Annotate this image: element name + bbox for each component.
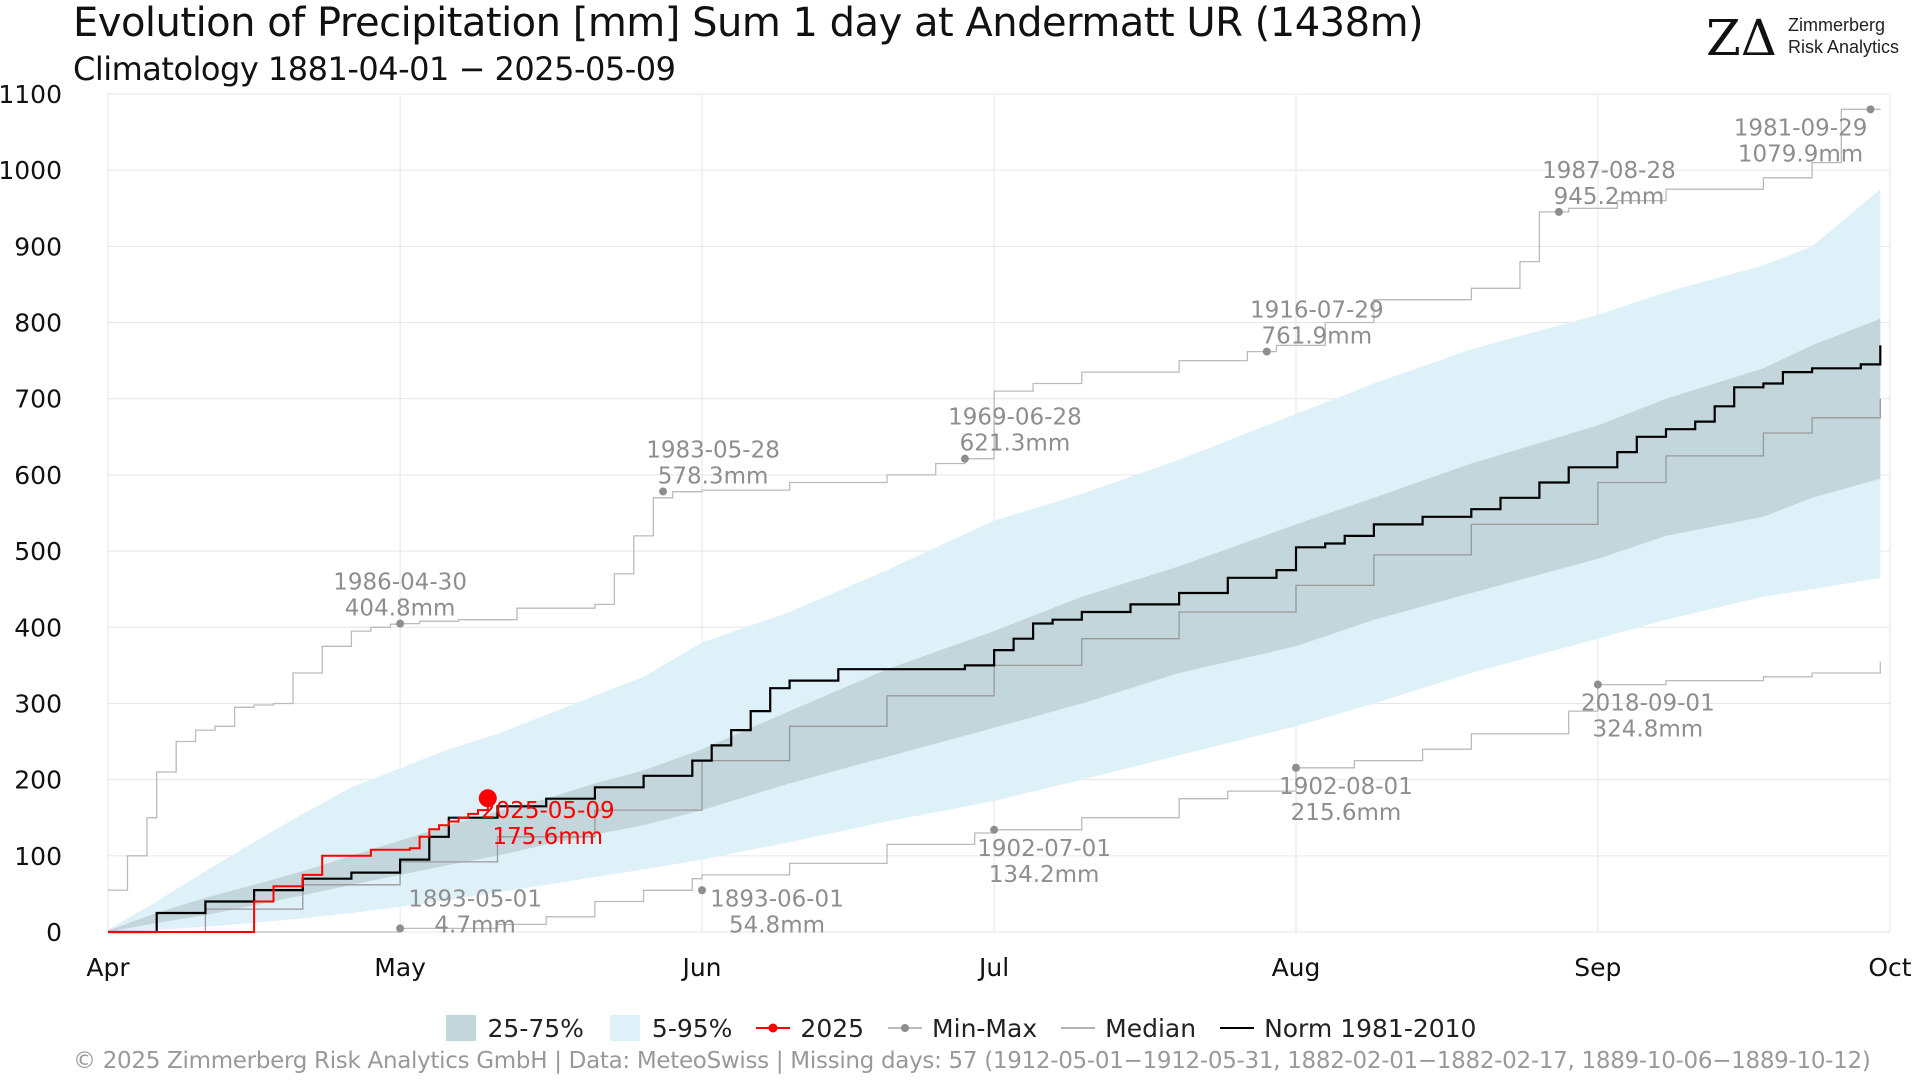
legend-item-minmax[interactable]: Min-Max: [888, 1013, 1037, 1043]
annotation-date: 1981-09-29: [1734, 115, 1868, 141]
annotation-value: 4.7mm: [434, 912, 515, 938]
legend-item-norm[interactable]: Norm 1981-2010: [1220, 1013, 1476, 1043]
current-value-marker: [478, 789, 497, 808]
annotation-value: 54.8mm: [729, 912, 825, 938]
legend-label-minmax: Min-Max: [932, 1013, 1038, 1043]
y-tick-label: 1100: [0, 80, 62, 109]
legend-swatch-p5-95: [609, 1015, 640, 1041]
annotation-date: 1893-06-01: [710, 886, 844, 912]
logo-line1: Zimmerberg: [1788, 15, 1886, 35]
annotation-value: 945.2mm: [1554, 184, 1665, 210]
axes: 0 100 200 300 400 500 600 700 800 900 1000 1100 Apr M…: [0, 80, 1912, 982]
legend-item-p5-95[interactable]: 5-95%: [608, 1013, 733, 1043]
y-tick-label: 1000: [0, 156, 62, 185]
annotation-date: 2025-05-09: [481, 798, 615, 824]
bands: [108, 189, 1881, 932]
y-tick-label: 600: [14, 461, 62, 490]
x-tick-label: Apr: [86, 953, 130, 982]
legend-marker-2025: [768, 1023, 778, 1033]
legend-item-median[interactable]: Median: [1061, 1013, 1196, 1043]
norm-line: [108, 345, 1882, 934]
chart-subtitle: Climatology 1881-04-01 − 2025-05-09: [73, 50, 676, 88]
y-tick-label: 200: [14, 766, 62, 795]
series: [108, 108, 1882, 934]
extreme-point-marker: [990, 825, 999, 834]
y-tick-label: 900: [14, 232, 62, 261]
logo-line2: Risk Analytics: [1788, 37, 1900, 57]
x-tick-label: Oct: [1868, 953, 1911, 982]
zimmerberg-logo: ZΔ: [1706, 9, 1777, 67]
legend: 25-75% 5-95% 2025 Min-Max Median Norm 19…: [0, 1013, 1920, 1043]
extreme-point-marker: [1554, 207, 1563, 216]
logo-text: Zimmerberg Risk Analytics: [1788, 14, 1899, 58]
legend-label-median: Median: [1105, 1013, 1197, 1043]
y-tick-label: 300: [14, 689, 62, 718]
annotation-value: 761.9mm: [1261, 324, 1372, 350]
annotation-value: 404.8mm: [345, 596, 456, 622]
legend-label-iqr: 25-75%: [487, 1013, 584, 1043]
legend-marker-minmax: [901, 1024, 910, 1032]
annotation-value: 578.3mm: [658, 463, 769, 489]
annotation-date: 1902-08-01: [1279, 774, 1413, 800]
annotation-value: 1079.9mm: [1738, 141, 1863, 167]
extreme-point-marker: [1866, 105, 1875, 114]
y-tick-label: 400: [14, 613, 62, 642]
y-tick-label: 100: [14, 842, 62, 871]
x-tick-label: Aug: [1272, 953, 1321, 982]
legend-item-2025[interactable]: 2025: [756, 1013, 864, 1043]
annotation-date: 1969-06-28: [948, 405, 1082, 431]
extreme-point-marker: [396, 619, 405, 628]
annotation-date: 2018-09-01: [1581, 691, 1715, 717]
annotation-value: 175.6mm: [492, 824, 603, 850]
min-line: [108, 661, 1881, 933]
logo-glyph: ZΔ: [1706, 9, 1777, 67]
annotation-date: 1983-05-28: [646, 437, 780, 463]
annotation-value: 215.6mm: [1291, 800, 1402, 826]
annotation-value: 621.3mm: [960, 431, 1071, 457]
annotation-date: 1986-04-30: [333, 570, 467, 596]
legend-item-iqr[interactable]: 25-75%: [444, 1013, 584, 1043]
y-tick-label: 0: [46, 918, 62, 947]
extreme-point-marker: [1593, 680, 1602, 689]
extreme-point-marker: [659, 487, 668, 496]
y-tick-label: 700: [14, 385, 62, 414]
extreme-point-marker: [1292, 763, 1300, 772]
x-tick-label: Jun: [680, 953, 721, 982]
max-line: [108, 108, 1881, 891]
annotation-value: 324.8mm: [1593, 717, 1704, 743]
annotation-date: 1916-07-29: [1250, 298, 1384, 324]
band-5-95: [108, 189, 1881, 932]
extreme-point-marker: [698, 886, 706, 895]
y-tick-label: 500: [14, 537, 62, 566]
y-tick-label: 800: [14, 309, 62, 338]
x-tick-label: Jul: [977, 953, 1009, 982]
annotation-date: 1987-08-28: [1542, 158, 1676, 184]
extreme-point-marker: [396, 924, 405, 933]
annotation-date: 1902-07-01: [977, 836, 1111, 862]
annotation-date: 1893-05-01: [408, 886, 542, 912]
extreme-point-marker: [1262, 347, 1271, 356]
x-tick-label: May: [374, 953, 426, 982]
x-tick-label: Sep: [1574, 953, 1621, 982]
footer-credits: © 2025 Zimmerberg Risk Analytics GmbH | …: [73, 1048, 1871, 1074]
extreme-point-marker: [960, 454, 969, 463]
current-year-line: [108, 798, 489, 933]
legend-label-p5-95: 5-95%: [651, 1013, 733, 1043]
legend-label-2025: 2025: [800, 1013, 865, 1043]
legend-label-norm: Norm 1981-2010: [1264, 1013, 1477, 1043]
median-line: [108, 398, 1881, 933]
chart-title: Evolution of Precipitation [mm] Sum 1 da…: [73, 0, 1424, 46]
annotation-value: 134.2mm: [989, 862, 1100, 888]
legend-swatch-iqr: [445, 1015, 476, 1041]
